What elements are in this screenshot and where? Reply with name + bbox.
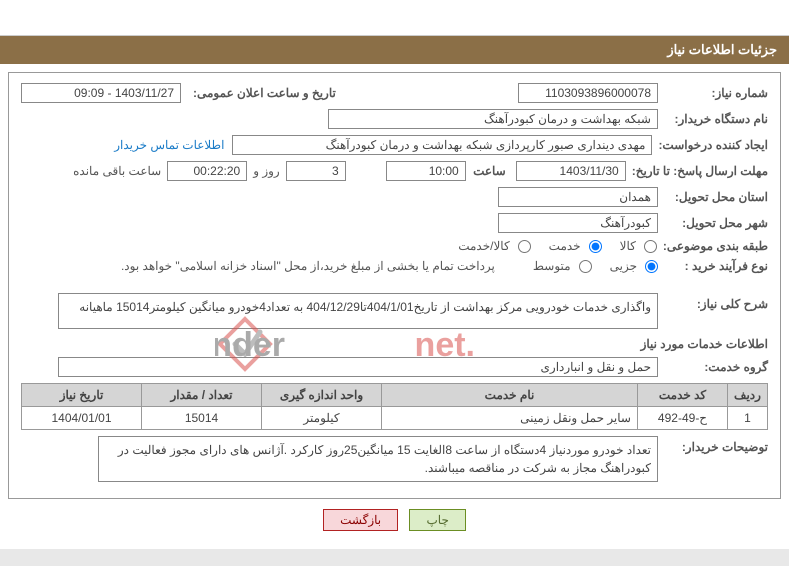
cell-date: 1404/01/01 [22, 407, 142, 430]
days-remaining: 3 [286, 161, 346, 181]
overview-label: شرح کلی نیاز: [658, 293, 768, 311]
contact-link[interactable]: اطلاعات تماس خریدار [114, 138, 224, 152]
th-row: ردیف [728, 384, 768, 407]
days-text: روز و [253, 164, 280, 178]
th-qty: تعداد / مقدار [142, 384, 262, 407]
services-table: ردیف کد خدمت نام خدمت واحد اندازه گیری ت… [21, 383, 768, 430]
service-group-value: حمل و نقل و انبارداری [58, 357, 658, 377]
service-group-label: گروه خدمت: [658, 360, 768, 374]
requester-value: مهدی دینداری صبور کارپردازی شبکه بهداشت … [232, 135, 652, 155]
time-remaining: 00:22:20 [167, 161, 247, 181]
cat-goods-radio[interactable] [644, 240, 657, 253]
buyer-note-box: تعداد خودرو موردنیاز 4دستگاه از ساعت 8ال… [98, 436, 658, 482]
cat-both-label: کالا/خدمت [458, 239, 509, 253]
proc-medium-radio[interactable] [579, 260, 592, 273]
cell-row: 1 [728, 407, 768, 430]
top-bar [0, 0, 789, 36]
remaining-text: ساعت باقی مانده [73, 164, 161, 178]
buyer-org-label: نام دستگاه خریدار: [658, 112, 768, 126]
cat-service-label: خدمت [549, 239, 581, 253]
cat-both-radio[interactable] [518, 240, 531, 253]
proc-medium-label: متوسط [533, 259, 571, 273]
province-label: استان محل تحویل: [658, 190, 768, 204]
deadline-date: 1403/11/30 [516, 161, 626, 181]
th-date: تاریخ نیاز [22, 384, 142, 407]
cell-name: سایر حمل ونقل زمینی [382, 407, 638, 430]
buyer-org-value: شبکه بهداشت و درمان کبودرآهنگ [328, 109, 658, 129]
deadline-time: 10:00 [386, 161, 466, 181]
table-row: 1 ح-49-492 سایر حمل ونقل زمینی کیلومتر 1… [22, 407, 768, 430]
deadline-label: مهلت ارسال پاسخ: تا تاریخ: [626, 164, 768, 178]
proc-small-label: جزیی [610, 259, 637, 273]
payment-note: پرداخت تمام یا بخشی از مبلغ خرید،از محل … [121, 259, 495, 273]
form-box: شماره نیاز: 1103093896000078 تاریخ و ساع… [8, 72, 781, 499]
proc-small-radio[interactable] [645, 260, 658, 273]
th-unit: واحد اندازه گیری [262, 384, 382, 407]
cell-code: ح-49-492 [638, 407, 728, 430]
announce-label: تاریخ و ساعت اعلان عمومی: [187, 86, 336, 100]
cat-goods-label: کالا [620, 239, 636, 253]
header-title: جزئیات اطلاعات نیاز [667, 42, 777, 57]
header-bar: جزئیات اطلاعات نیاز [0, 36, 789, 64]
city-value: کبودرآهنگ [498, 213, 658, 233]
need-no-value: 1103093896000078 [518, 83, 658, 103]
requester-label: ایجاد کننده درخواست: [652, 138, 768, 152]
category-label: طبقه بندی موضوعی: [657, 239, 768, 253]
overview-box: واگذاری خدمات خودرویی مرکز بهداشت از تار… [58, 293, 658, 329]
buyer-note-label: توضیحات خریدار: [658, 436, 768, 454]
need-no-label: شماره نیاز: [658, 86, 768, 100]
cat-service-radio[interactable] [589, 240, 602, 253]
city-label: شهر محل تحویل: [658, 216, 768, 230]
services-info-label: اطلاعات خدمات مورد نیاز [21, 337, 768, 351]
th-name: نام خدمت [382, 384, 638, 407]
announce-value: 1403/11/27 - 09:09 [21, 83, 181, 103]
th-code: کد خدمت [638, 384, 728, 407]
process-label: نوع فرآیند خرید : [658, 259, 768, 273]
print-button[interactable]: چاپ [409, 509, 465, 531]
cell-unit: کیلومتر [262, 407, 382, 430]
province-value: همدان [498, 187, 658, 207]
back-button[interactable]: بازگشت [323, 509, 398, 531]
button-row: چاپ بازگشت [8, 499, 781, 541]
time-label: ساعت [466, 164, 506, 178]
cell-qty: 15014 [142, 407, 262, 430]
